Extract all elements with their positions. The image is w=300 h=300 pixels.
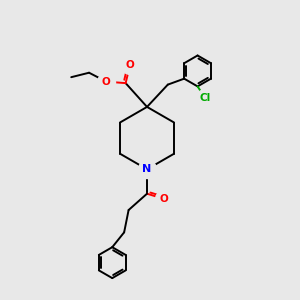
Text: O: O <box>160 194 169 204</box>
Text: O: O <box>126 60 134 70</box>
Text: Cl: Cl <box>200 93 211 103</box>
Text: N: N <box>142 164 152 174</box>
Text: O: O <box>102 76 111 87</box>
